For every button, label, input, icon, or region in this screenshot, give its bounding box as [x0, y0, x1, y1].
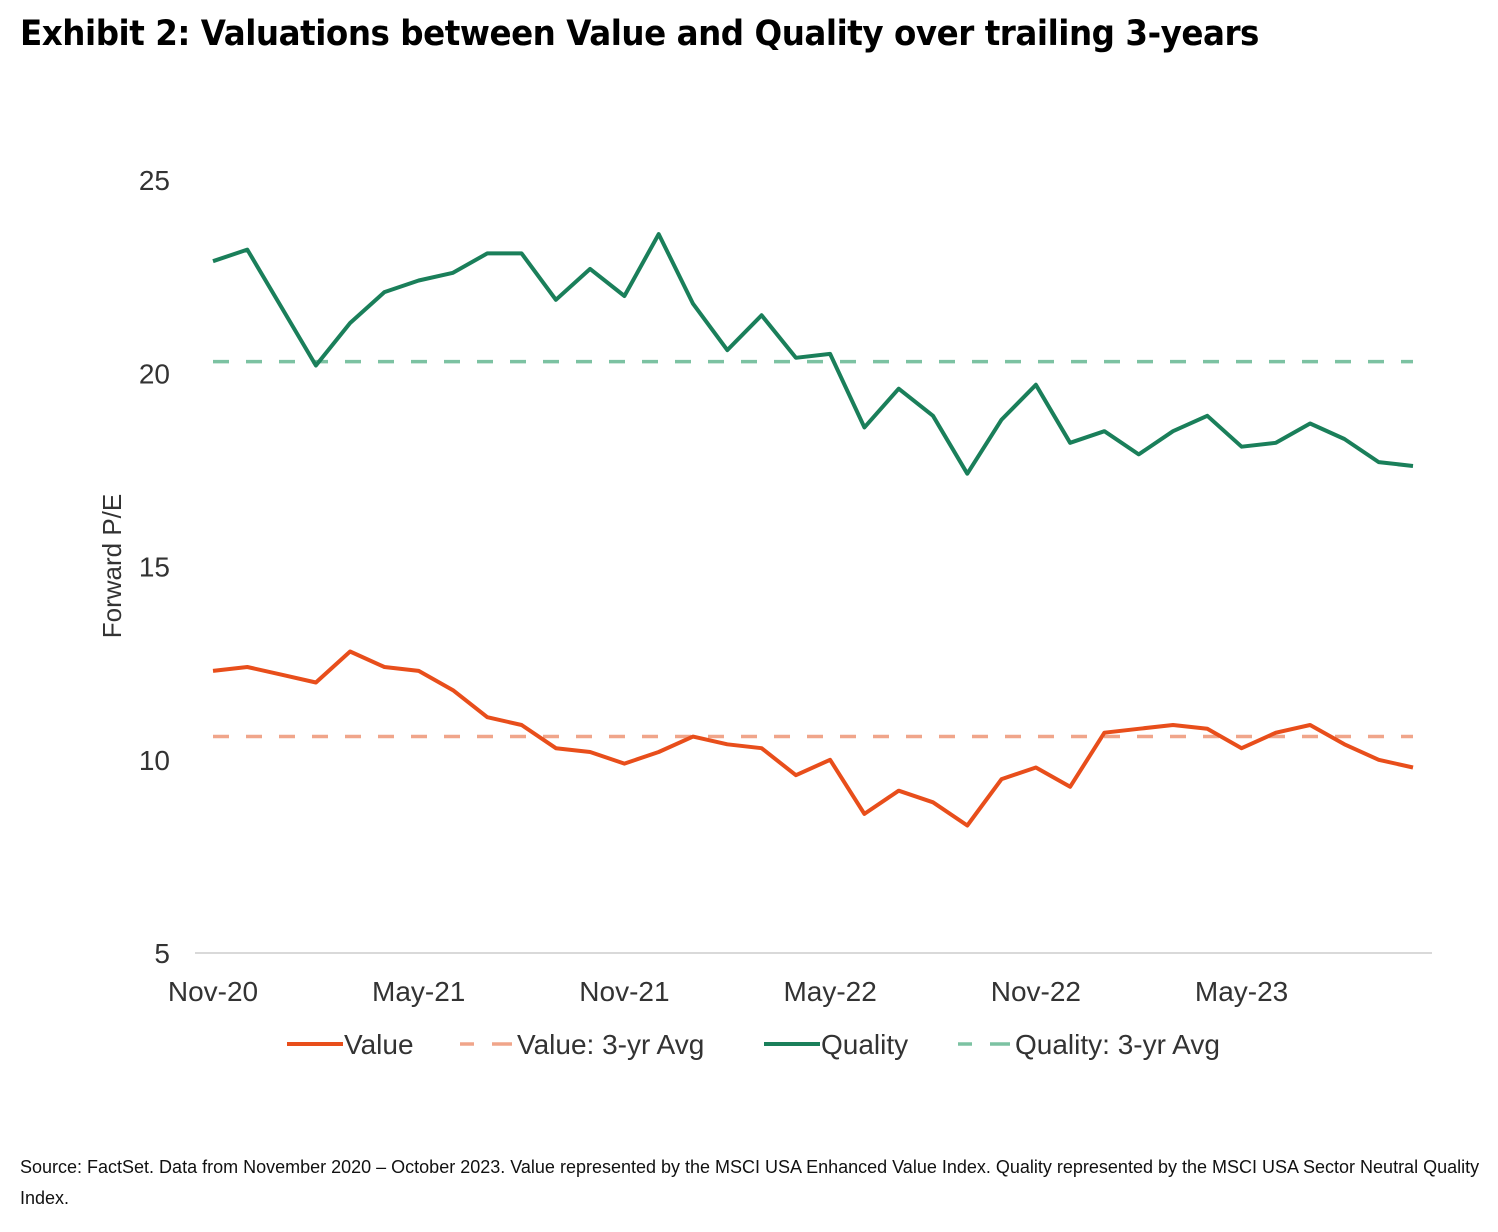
- legend-label: Value: [344, 1029, 414, 1060]
- y-tick-label: 20: [139, 358, 170, 389]
- y-tick-label: 15: [139, 552, 170, 583]
- y-axis-ticks: 5 10 15 20 25: [139, 165, 170, 969]
- x-tick-label: May-23: [1195, 976, 1288, 1007]
- line-chart: 5 10 15 20 25 Forward P/E Nov-20 May-21 Nov-21…: [97, 165, 1432, 1060]
- legend-label: Quality: [821, 1029, 908, 1060]
- y-tick-label: 25: [139, 165, 170, 196]
- legend-label: Value: 3-yr Avg: [517, 1029, 704, 1060]
- legend-item-quality: Quality: [764, 1029, 908, 1060]
- x-tick-label: Nov-22: [991, 976, 1081, 1007]
- x-tick-label: Nov-21: [579, 976, 669, 1007]
- legend-label: Quality: 3-yr Avg: [1015, 1029, 1220, 1060]
- source-note: Source: FactSet. Data from November 2020…: [20, 1157, 1480, 1208]
- legend-item-quality-3-yr-avg: Quality: 3-yr Avg: [958, 1029, 1220, 1060]
- legend-item-value-3-yr-avg: Value: 3-yr Avg: [460, 1029, 704, 1060]
- x-tick-label: Nov-20: [168, 976, 258, 1007]
- quality-series-line: [212, 232, 1414, 476]
- x-tick-label: May-21: [372, 976, 465, 1007]
- series-layer: [212, 232, 1414, 828]
- x-tick-label: May-22: [783, 976, 876, 1007]
- x-axis-ticks: Nov-20 May-21 Nov-21 May-22 Nov-22 May-23: [168, 976, 1288, 1007]
- legend: Value Value: 3-yr Avg Quality Quality: 3-yr…: [287, 1029, 1220, 1060]
- chart-title: Exhibit 2: Valuations between Value and …: [20, 14, 1259, 54]
- y-tick-label: 10: [139, 745, 170, 776]
- y-tick-label: 5: [154, 938, 170, 969]
- y-axis-label: Forward P/E: [97, 494, 127, 639]
- legend-item-value: Value: [287, 1029, 414, 1060]
- value-series-line: [212, 649, 1414, 828]
